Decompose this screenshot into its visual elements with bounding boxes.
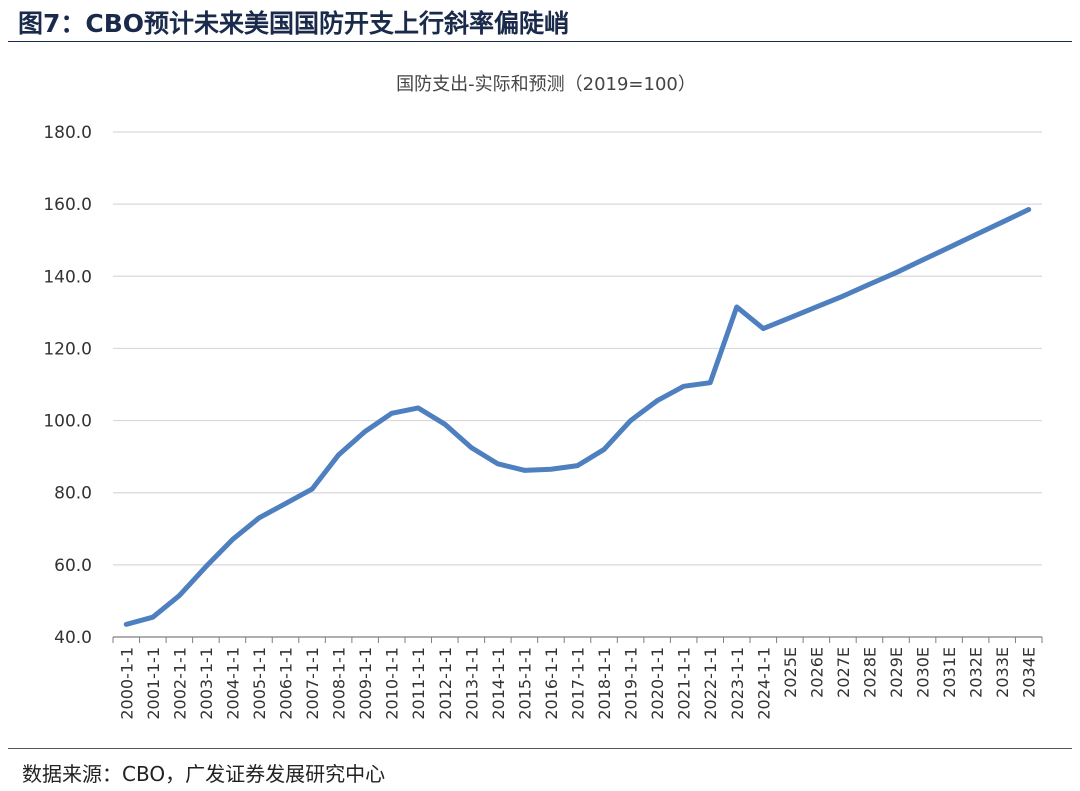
x-tick-label: 2033E	[993, 647, 1012, 698]
chart-container: 国防支出-实际和预测（2019=100） 40.0 60.0 80.0 100.0 12…	[0, 44, 1080, 744]
x-tick-label: 2034E	[1020, 647, 1039, 698]
x-tick-label: 2021-1-1	[675, 647, 694, 720]
x-tick-label: 2013-1-1	[462, 647, 481, 720]
data-point	[628, 418, 633, 423]
x-tick-label: 2001-1-1	[144, 647, 163, 720]
y-axis-ticks: 40.0 60.0 80.0 100.0 120.0 140.0 160.0 180.0	[43, 123, 92, 648]
y-tick-label: 40.0	[54, 628, 92, 648]
data-point	[495, 461, 501, 467]
x-tick-label: 2000-1-1	[117, 647, 136, 720]
x-tick-label: 2026E	[807, 647, 826, 698]
data-point	[867, 282, 872, 287]
data-point	[840, 293, 846, 299]
data-point	[548, 467, 554, 472]
x-tick-label: 2022-1-1	[701, 647, 720, 720]
data-point	[946, 245, 952, 250]
figure-title: 图7：CBO预计未来美国国防开支上行斜率偏陡峭	[18, 9, 570, 38]
data-point	[575, 463, 580, 468]
x-tick-label: 2015-1-1	[515, 647, 534, 720]
gridlines	[113, 131, 1042, 566]
data-point	[469, 445, 474, 450]
y-tick-label: 120.0	[43, 339, 92, 359]
data-point	[708, 380, 713, 385]
data-point	[309, 486, 315, 492]
x-tick-label: 2008-1-1	[330, 647, 349, 720]
x-tick-label: 2016-1-1	[542, 647, 561, 720]
data-point	[787, 315, 793, 320]
data-point	[256, 515, 262, 521]
data-point	[522, 468, 527, 473]
data-point	[283, 501, 288, 506]
x-tick-label: 2017-1-1	[569, 647, 588, 720]
x-tick-label: 2024-1-1	[754, 647, 773, 720]
data-point	[362, 429, 368, 434]
data-point	[203, 564, 209, 569]
y-tick-label: 160.0	[43, 195, 92, 215]
x-tick-label: 2030E	[914, 647, 933, 698]
x-tick-label: 2032E	[967, 647, 986, 698]
x-tick-label: 2028E	[860, 647, 879, 698]
x-tick-label: 2003-1-1	[197, 647, 216, 720]
x-tick-label: 2002-1-1	[170, 647, 189, 720]
x-tick-label: 2010-1-1	[383, 647, 402, 720]
y-tick-label: 100.0	[43, 412, 92, 432]
source-note: 数据来源：CBO，广发证券发展研究中心	[22, 762, 386, 786]
data-point	[973, 232, 978, 237]
data-point	[601, 447, 607, 452]
y-tick-label: 60.0	[54, 556, 92, 576]
x-tick-label: 2007-1-1	[303, 647, 322, 720]
data-point	[920, 257, 925, 263]
data-point	[814, 304, 819, 310]
title-rule	[8, 41, 1072, 42]
data-point	[230, 537, 235, 542]
data-point	[150, 614, 156, 620]
x-axis-ticks: 2000-1-1 2001-1-1 2002-1-1 2003-1-1 2004-1-1…	[117, 647, 1038, 720]
data-point	[1026, 207, 1031, 212]
series-line	[123, 207, 1032, 627]
y-tick-label: 80.0	[54, 484, 92, 504]
x-tick-label: 2025E	[781, 647, 800, 698]
x-tick-label: 2006-1-1	[277, 647, 296, 720]
data-point	[177, 593, 182, 598]
x-tick-label: 2014-1-1	[489, 647, 508, 720]
x-tick-label: 2023-1-1	[728, 647, 747, 720]
x-tick-label: 2027E	[834, 647, 853, 698]
x-tick-label: 2012-1-1	[436, 647, 455, 720]
data-point	[389, 411, 394, 416]
y-tick-label: 180.0	[43, 123, 92, 143]
chart-title: 国防支出-实际和预测（2019=100）	[396, 74, 696, 95]
x-tick-label: 2020-1-1	[648, 647, 667, 720]
x-tick-label: 2019-1-1	[622, 647, 641, 720]
data-point	[761, 326, 766, 331]
data-point	[416, 405, 421, 411]
x-tick-label: 2029E	[887, 647, 906, 698]
data-point	[734, 304, 739, 310]
data-point	[336, 452, 341, 458]
data-point	[893, 270, 899, 275]
data-point	[124, 622, 129, 627]
data-point	[654, 398, 660, 403]
data-point	[442, 421, 447, 427]
x-tick-label: 2011-1-1	[409, 647, 428, 720]
x-tick-label: 2009-1-1	[356, 647, 375, 720]
line-chart: 国防支出-实际和预测（2019=100） 40.0 60.0 80.0 100.0 12…	[43, 74, 1043, 720]
footer-rule	[8, 748, 1072, 749]
series-layer	[123, 207, 1032, 627]
x-tick-label: 2031E	[940, 647, 959, 698]
x-tick-label: 2018-1-1	[595, 647, 614, 720]
x-tick-label: 2004-1-1	[223, 647, 242, 720]
data-point	[999, 219, 1005, 225]
x-tick-label: 2005-1-1	[250, 647, 269, 720]
data-point	[681, 384, 686, 389]
x-axis	[112, 636, 1043, 643]
y-tick-label: 140.0	[43, 267, 92, 287]
